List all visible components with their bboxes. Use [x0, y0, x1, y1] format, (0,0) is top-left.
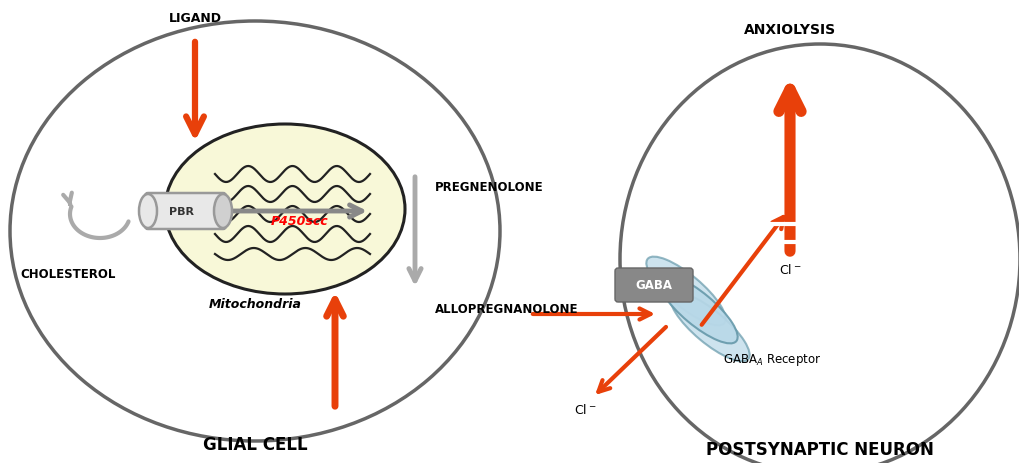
Ellipse shape: [165, 125, 405, 294]
Text: Mitochondria: Mitochondria: [208, 298, 302, 311]
Ellipse shape: [646, 257, 725, 325]
Text: POSTSYNAPTIC NEURON: POSTSYNAPTIC NEURON: [705, 440, 933, 458]
Text: PREGNENOLONE: PREGNENOLONE: [434, 181, 543, 194]
Text: Cl$^-$: Cl$^-$: [779, 263, 800, 276]
Text: P450scc: P450scc: [271, 215, 328, 228]
FancyBboxPatch shape: [614, 269, 692, 302]
Text: LIGAND: LIGAND: [168, 12, 221, 25]
Text: ALLOPREGNANOLONE: ALLOPREGNANOLONE: [434, 303, 578, 316]
Text: Cl$^-$: Cl$^-$: [574, 402, 596, 416]
Text: GABA$_A$ Receptor: GABA$_A$ Receptor: [722, 351, 820, 367]
Ellipse shape: [669, 293, 749, 362]
Text: ANXIOLYSIS: ANXIOLYSIS: [743, 23, 836, 37]
Ellipse shape: [214, 194, 231, 229]
Text: GABA: GABA: [635, 279, 672, 292]
Ellipse shape: [139, 194, 157, 229]
FancyBboxPatch shape: [145, 194, 226, 230]
Text: PBR: PBR: [169, 206, 194, 217]
Ellipse shape: [657, 275, 737, 344]
Text: GLIAL CELL: GLIAL CELL: [203, 435, 307, 453]
Text: CHOLESTEROL: CHOLESTEROL: [20, 268, 115, 281]
